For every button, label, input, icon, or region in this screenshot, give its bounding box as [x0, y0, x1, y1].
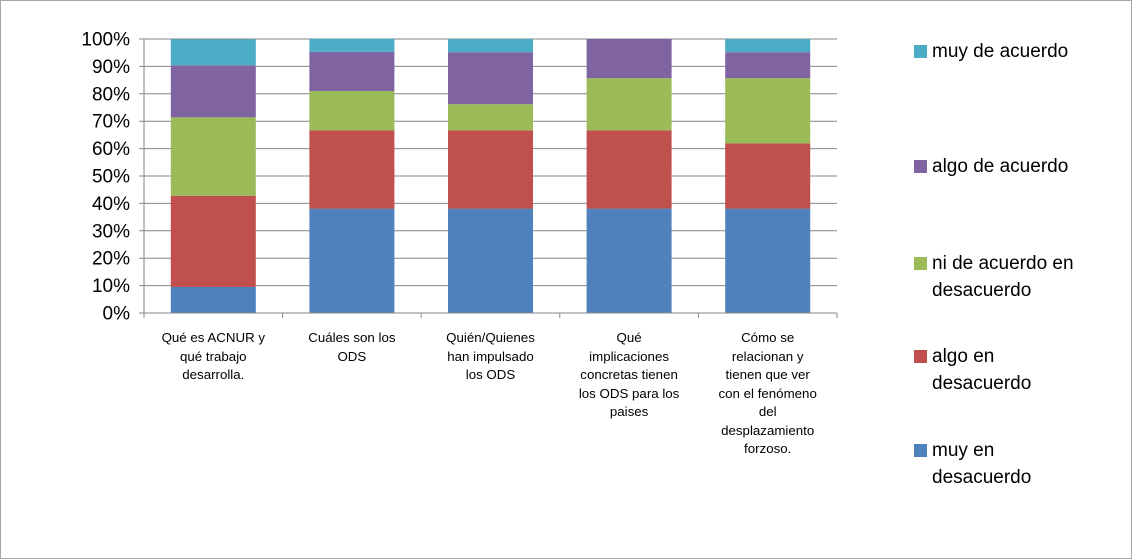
x-category-label-line: Quién/Quienes [446, 330, 535, 345]
legend-label-line: muy en [932, 440, 995, 461]
x-category-label: Cuáles son los ODS [288, 329, 416, 366]
bar-segment [309, 91, 395, 131]
bar-segment [725, 78, 811, 144]
bar-segment [448, 52, 533, 105]
legend-label-line: algo de acuerdo [932, 156, 1069, 177]
x-category-label-line: desarrolla. [182, 367, 245, 382]
bar-segment [170, 195, 256, 287]
x-category-label-line: con el fenómeno [718, 385, 817, 401]
y-tick-label: 0% [103, 304, 131, 325]
y-tick-label: 90% [92, 57, 130, 78]
legend-label: muy de acuerdo [932, 38, 1068, 65]
y-tick-label: 60% [92, 139, 130, 160]
x-category-label-line: Qué [616, 330, 642, 345]
bar-segment [586, 130, 672, 209]
x-category-label: Qué implicaciones concretas tienen los ODS … [565, 329, 693, 422]
bar-segment [586, 39, 672, 79]
legend-label: algo de acuerdo [932, 153, 1068, 180]
y-tick-label: 80% [92, 84, 130, 105]
x-category-label-line: tienen que ver [725, 367, 810, 382]
y-tick-label: 30% [92, 221, 130, 242]
legend-item: muy de acuerdo [914, 38, 1068, 65]
legend-item: ni de acuerdo en desacuerdo [914, 250, 1074, 304]
legend-label-line: desacuerdo [932, 373, 1032, 394]
legend-swatch [914, 257, 927, 270]
x-category-label-line: implicaciones [589, 348, 669, 364]
bar-segment [309, 51, 395, 92]
legend-swatch [914, 350, 927, 363]
x-category-label: Cómo se relacionan y tienen que ver con el … [704, 329, 832, 459]
bar-segment [309, 208, 395, 313]
y-tick-label: 70% [92, 112, 130, 133]
bar-segment [448, 130, 533, 209]
bar-segment [170, 39, 256, 66]
bar-segment [448, 39, 533, 53]
legend-label-line: desacuerdo [932, 467, 1032, 488]
bar-segment [725, 143, 811, 209]
y-tick-label: 50% [92, 167, 130, 188]
y-tick-label: 20% [92, 249, 130, 270]
x-category-label-line: Cómo se [741, 330, 795, 345]
bar-segment [725, 39, 811, 53]
x-category-label-line: paises [609, 404, 649, 419]
legend-item: algo en desacuerdo [914, 343, 1031, 397]
bar-segment [448, 208, 533, 313]
x-category-label-line: ODS [337, 348, 367, 364]
bar-segment [586, 208, 672, 313]
bar-segment [309, 130, 395, 209]
x-category-label-line: forzoso. [744, 441, 792, 456]
bar-segment [170, 65, 256, 118]
bar-segment [586, 78, 672, 131]
x-category-label-line: Qué es ACNUR y [161, 330, 266, 345]
bar-segment [725, 208, 811, 313]
legend-swatch [914, 160, 927, 173]
y-tick-label: 10% [92, 276, 130, 297]
x-category-label-line: del [758, 404, 777, 419]
legend-swatch [914, 444, 927, 457]
bar-segment [725, 52, 811, 79]
x-category-label-line: desplazamiento [721, 422, 815, 438]
legend-label: algo en desacuerdo [932, 343, 1031, 397]
legend-label-line: ni de acuerdo en [932, 253, 1074, 274]
legend-swatch [914, 45, 927, 58]
legend-item: algo de acuerdo [914, 153, 1068, 180]
legend-label-line: desacuerdo [932, 280, 1032, 301]
legend-item: muy en desacuerdo [914, 437, 1031, 491]
x-category-label-line: qué trabajo [180, 348, 247, 364]
legend-label-line: muy de acuerdo [932, 41, 1069, 62]
legend-label: muy en desacuerdo [932, 437, 1031, 491]
y-tick-label: 40% [92, 194, 130, 215]
bar-segment [170, 286, 256, 313]
x-category-label-line: concretas tienen [580, 367, 678, 382]
bar-segment [309, 38, 395, 52]
x-category-label: Quién/Quienes han impulsado los ODS [427, 329, 555, 385]
x-category-label-line: Cuáles son los [308, 330, 396, 345]
y-tick-label: 100% [81, 30, 130, 51]
x-category-label-line: los ODS para los [578, 385, 680, 401]
bar-segment [448, 104, 533, 131]
x-category-label-line: relacionan y [731, 348, 804, 364]
x-category-label-line: los ODS [465, 367, 516, 382]
bar-segment [170, 117, 256, 196]
legend-label: ni de acuerdo en desacuerdo [932, 250, 1074, 304]
x-category-label: Qué es ACNUR y qué trabajo desarrolla. [149, 329, 277, 385]
legend-label-line: algo en [932, 346, 995, 367]
x-category-label-line: han impulsado [447, 348, 534, 364]
